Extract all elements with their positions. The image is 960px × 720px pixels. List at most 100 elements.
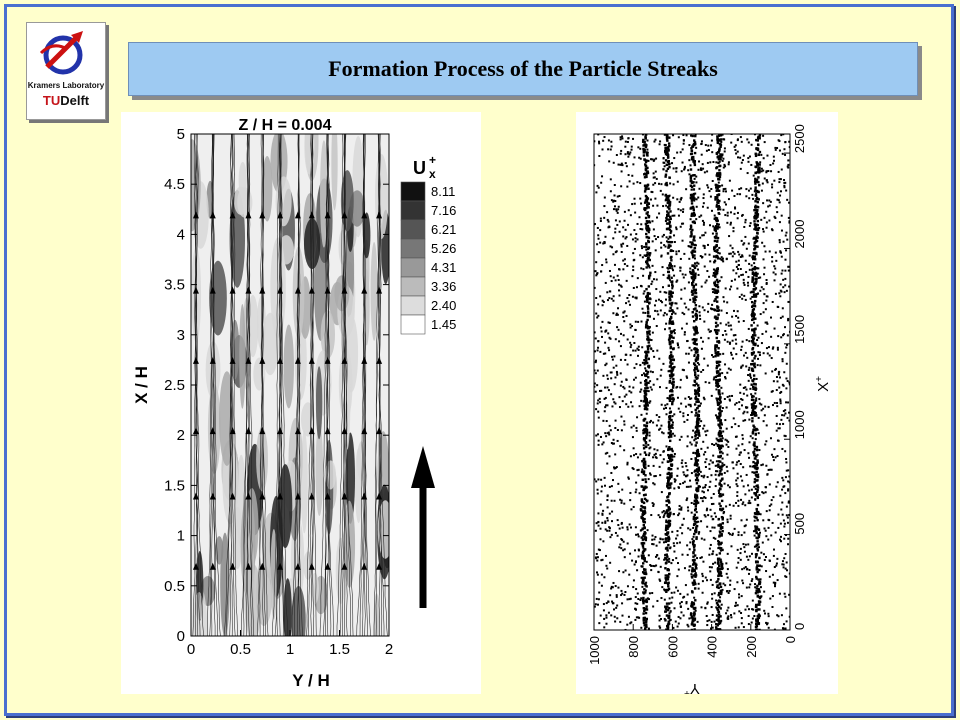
- streak-particle: [752, 328, 756, 331]
- particle-point: [671, 162, 674, 165]
- flow-direction-arrow: [411, 446, 435, 608]
- pathline-arrowhead: [308, 562, 315, 570]
- streak-particle: [714, 330, 718, 333]
- streak-particle: [670, 464, 674, 467]
- particle-point: [659, 626, 662, 629]
- particle-point: [663, 514, 666, 517]
- particle-point: [732, 309, 735, 312]
- pathline-arrowhead: [341, 492, 348, 500]
- streak-particle: [644, 406, 647, 409]
- streak-particle: [648, 292, 651, 295]
- streak-particle: [716, 199, 720, 202]
- streak-particle: [715, 186, 718, 189]
- legend-level-label: 4.31: [431, 260, 456, 275]
- particle-point: [606, 218, 609, 221]
- particle-point: [623, 219, 626, 222]
- particle-point: [708, 463, 711, 466]
- particle-point: [609, 148, 612, 151]
- streak-particle: [716, 568, 720, 571]
- particle-point: [609, 536, 612, 539]
- streak-particle: [693, 184, 696, 187]
- particle-point: [759, 513, 762, 516]
- particle-point: [702, 223, 705, 226]
- particle-point: [712, 562, 715, 565]
- particle-point: [626, 463, 629, 466]
- streak-particle: [690, 233, 693, 236]
- particle-point: [704, 461, 707, 464]
- streak-particle: [717, 407, 720, 411]
- streak-particle: [642, 149, 646, 152]
- particle-point: [744, 351, 747, 354]
- streak-particle: [720, 564, 724, 567]
- streak-particle: [648, 258, 651, 262]
- streak-particle: [756, 200, 759, 204]
- particle-point: [695, 175, 698, 178]
- particle-point: [596, 384, 599, 387]
- particle-point: [744, 504, 747, 507]
- streak-particle: [669, 396, 672, 400]
- streak-particle: [670, 366, 673, 370]
- particle-point: [614, 620, 617, 623]
- streak-particle: [668, 162, 671, 166]
- particle-point: [603, 205, 606, 208]
- particle-point: [681, 327, 684, 330]
- streak-particle: [757, 190, 760, 193]
- streak-particle: [691, 273, 695, 276]
- particle-point: [632, 335, 635, 338]
- particle-point: [677, 214, 680, 217]
- particle-point: [698, 404, 701, 407]
- particle-point: [616, 439, 619, 442]
- particle-point: [782, 479, 785, 482]
- particle-point: [687, 169, 690, 172]
- streak-particle: [667, 198, 670, 202]
- particle-point: [726, 616, 729, 619]
- particle-point: [611, 602, 614, 605]
- streak-particle: [717, 432, 721, 435]
- particle-point: [658, 212, 661, 215]
- streak-particle: [718, 524, 721, 527]
- velocity-streak-blob: [373, 593, 380, 636]
- particle-point: [729, 533, 732, 536]
- streak-particle: [642, 428, 646, 431]
- particle-point: [760, 551, 763, 554]
- streak-particle: [695, 461, 698, 465]
- particle-point: [687, 395, 690, 398]
- particle-point: [776, 346, 779, 349]
- streak-particle: [750, 353, 754, 356]
- streak-particle: [693, 569, 696, 573]
- streak-particle: [643, 510, 646, 513]
- streak-particle: [757, 181, 760, 184]
- particle-point: [648, 431, 651, 434]
- streak-particle: [754, 526, 758, 529]
- particle-point: [635, 286, 638, 289]
- streak-particle: [646, 293, 649, 297]
- particle-point: [727, 606, 730, 609]
- particle-point: [608, 321, 611, 324]
- streak-particle: [718, 574, 722, 577]
- velocity-streak-blob: [278, 464, 293, 549]
- particle-point: [620, 185, 623, 188]
- particle-point: [673, 234, 676, 237]
- particle-point: [709, 224, 712, 227]
- particle-point: [610, 145, 613, 148]
- logo-brand: TUDelft: [31, 93, 101, 108]
- particle-point: [778, 292, 781, 295]
- particle-point: [611, 520, 614, 523]
- particle-point: [721, 334, 724, 337]
- particle-point: [628, 385, 631, 388]
- streak-particle: [715, 232, 718, 235]
- streak-particle: [693, 499, 696, 503]
- streak-particle: [669, 374, 672, 378]
- particle-point: [734, 626, 737, 629]
- streak-particle: [666, 514, 669, 518]
- streak-particle: [669, 256, 673, 259]
- particle-point: [632, 447, 635, 450]
- particle-point: [736, 604, 739, 607]
- particle-point: [765, 510, 768, 513]
- particle-point: [600, 485, 603, 488]
- streak-particle: [644, 402, 648, 405]
- particle-point: [702, 167, 705, 170]
- particle-point: [720, 256, 723, 259]
- particle-point: [594, 385, 596, 388]
- streak-particle: [664, 175, 667, 178]
